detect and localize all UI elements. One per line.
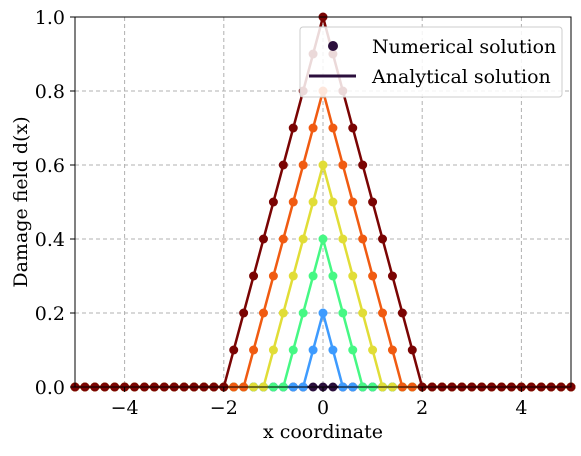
legend-box xyxy=(299,26,563,98)
numerical-point xyxy=(278,308,288,318)
numerical-point xyxy=(268,197,278,207)
numerical-point xyxy=(318,308,328,318)
x-tick-label: −2 xyxy=(210,397,238,419)
numerical-point xyxy=(387,271,397,281)
numerical-point xyxy=(258,234,268,244)
numerical-point xyxy=(308,123,318,133)
numerical-point xyxy=(358,308,368,318)
legend-marker-numerical xyxy=(328,41,338,51)
numerical-point xyxy=(328,197,338,207)
numerical-point xyxy=(268,345,278,355)
numerical-point xyxy=(308,345,318,355)
numerical-point xyxy=(258,308,268,318)
numerical-point xyxy=(348,123,358,133)
numerical-point xyxy=(288,271,298,281)
x-tick-label: 0 xyxy=(317,397,329,419)
numerical-point xyxy=(298,234,308,244)
numerical-point xyxy=(249,345,259,355)
numerical-point xyxy=(387,345,397,355)
x-tick-label: 2 xyxy=(416,397,428,419)
numerical-point xyxy=(358,160,368,170)
y-tick-label: 0.0 xyxy=(35,377,65,399)
numerical-point xyxy=(288,123,298,133)
numerical-point xyxy=(348,271,358,281)
y-tick-label: 0.6 xyxy=(35,155,65,177)
numerical-point xyxy=(328,345,338,355)
x-tick-label: −4 xyxy=(111,397,139,419)
numerical-point xyxy=(308,271,318,281)
numerical-point xyxy=(368,271,378,281)
y-axis-label: Damage field d(x) xyxy=(10,116,32,287)
numerical-point xyxy=(239,308,249,318)
y-tick-label: 1.0 xyxy=(35,7,65,29)
numerical-point xyxy=(348,197,358,207)
numerical-point xyxy=(378,234,388,244)
numerical-point xyxy=(338,234,348,244)
numerical-point xyxy=(348,345,358,355)
legend-label-analytical: Analytical solution xyxy=(371,66,551,88)
numerical-point xyxy=(328,271,338,281)
numerical-point xyxy=(378,308,388,318)
numerical-point xyxy=(229,345,239,355)
numerical-point xyxy=(268,271,278,281)
numerical-point xyxy=(338,308,348,318)
numerical-point xyxy=(338,160,348,170)
legend-label-numerical: Numerical solution xyxy=(372,36,556,58)
numerical-point xyxy=(318,234,328,244)
numerical-point xyxy=(328,123,338,133)
x-axis-label: x coordinate xyxy=(263,421,383,443)
numerical-point xyxy=(368,197,378,207)
y-axis-ticks: 0.0 0.2 0.4 0.6 0.8 1.0 xyxy=(35,7,75,399)
y-tick-label: 0.8 xyxy=(35,81,65,103)
x-tick-label: 4 xyxy=(515,397,527,419)
numerical-point xyxy=(318,160,328,170)
numerical-point xyxy=(308,197,318,207)
numerical-point xyxy=(298,308,308,318)
numerical-point xyxy=(407,345,417,355)
numerical-point xyxy=(249,271,259,281)
numerical-point xyxy=(358,234,368,244)
numerical-point xyxy=(298,160,308,170)
numerical-point xyxy=(288,197,298,207)
y-tick-label: 0.2 xyxy=(35,303,65,325)
y-tick-label: 0.4 xyxy=(35,229,65,251)
legend: Numerical solution Analytical solution xyxy=(299,26,563,98)
numerical-point xyxy=(288,345,298,355)
numerical-point xyxy=(368,345,378,355)
numerical-point xyxy=(278,234,288,244)
x-axis-ticks: −4 −2 0 2 4 xyxy=(111,387,527,419)
numerical-point xyxy=(397,308,407,318)
numerical-point xyxy=(278,160,288,170)
